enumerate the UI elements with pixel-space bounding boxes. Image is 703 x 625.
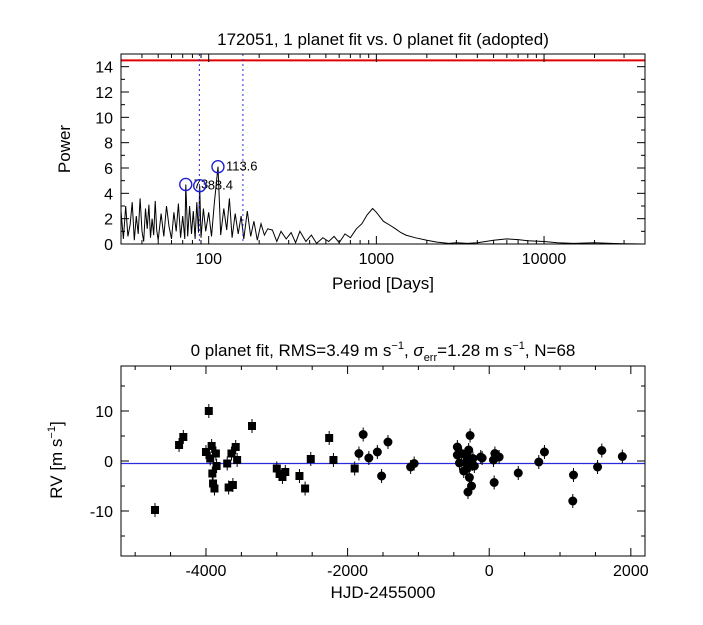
- y-tick-label: 2: [104, 212, 113, 229]
- rv-point-circle: [534, 457, 544, 467]
- peak-label: 113.6: [226, 159, 258, 174]
- x-tick-label: -2000: [327, 563, 368, 580]
- rv-point-circle: [372, 447, 382, 457]
- periodogram-ylabel: Power: [55, 125, 74, 174]
- rv-point-square: [207, 442, 216, 450]
- rv-point-circle: [617, 452, 627, 461]
- y-tick-label: 10: [95, 110, 113, 127]
- peak-marker: [179, 177, 193, 192]
- y-tick-label: 6: [104, 161, 113, 178]
- rv-point-square: [223, 459, 232, 468]
- rv-point-square: [204, 407, 213, 415]
- periodogram-title: 172051, 1 planet fit vs. 0 planet fit (a…: [217, 30, 549, 49]
- rv-panel: 0 planet fit, RMS=3.49 m s−1, σerr=1.28 …: [46, 340, 649, 602]
- y-tick-label: 8: [104, 136, 113, 153]
- rv-point-square: [329, 456, 338, 464]
- y-tick-label: 12: [95, 85, 113, 102]
- peak-marker: [211, 160, 225, 174]
- rv-title: 0 planet fit, RMS=3.49 m s−1, σerr=1.28 …: [191, 340, 576, 364]
- y-tick-label: 0: [104, 237, 113, 254]
- rv-point-square: [224, 483, 233, 492]
- rv-point-circle: [452, 450, 462, 460]
- rv-point-square: [301, 484, 310, 493]
- rv-point-circle: [597, 446, 607, 455]
- periodogram-panel: 172051, 1 planet fit vs. 0 planet fit (a…: [55, 30, 646, 293]
- rv-point-square: [179, 433, 188, 441]
- x-tick-label: 100: [195, 251, 222, 268]
- rv-point-circle: [464, 445, 474, 455]
- rv-point-circle: [383, 437, 393, 447]
- x-tick-label: 10000: [522, 251, 567, 268]
- rv-point-circle: [568, 496, 578, 506]
- rv-point-circle: [364, 453, 374, 463]
- rv-point-square: [281, 468, 290, 476]
- rv-point-square: [295, 472, 304, 480]
- rv-point-square: [248, 422, 256, 430]
- rv-point-circle: [568, 470, 578, 480]
- rv-point-square: [350, 464, 359, 473]
- rv-point-circle: [468, 454, 478, 463]
- rv-point-square: [201, 448, 210, 456]
- rv-point-square: [208, 469, 217, 478]
- rv-point-square: [175, 441, 184, 449]
- y-tick-label: 4: [104, 186, 113, 203]
- rv-point-circle: [377, 471, 387, 481]
- rv-point-square: [228, 481, 237, 489]
- rv-xlabel: HJD-2455000: [331, 583, 436, 602]
- x-tick-label: 0: [485, 563, 494, 580]
- y-tick-label: 10: [95, 404, 113, 421]
- rv-frame: [120, 365, 646, 557]
- periodogram-xlabel: Period [Days]: [332, 274, 434, 293]
- x-tick-label: -4000: [186, 563, 227, 580]
- rv-point-square: [212, 462, 221, 470]
- rv-point-square: [210, 484, 219, 493]
- rv-point-circle: [488, 455, 498, 465]
- x-tick-label: 1000: [359, 251, 395, 268]
- rv-point-square: [272, 464, 281, 473]
- rv-point-square: [211, 449, 220, 458]
- rv-point-square: [306, 455, 315, 463]
- peak-label: 88.4: [208, 178, 233, 193]
- rv-point-circle: [593, 462, 603, 472]
- rv-point-square: [209, 479, 218, 488]
- y-tick-label: -10: [90, 504, 113, 521]
- rv-point-circle: [354, 449, 364, 458]
- rv-point-circle: [459, 466, 469, 476]
- rv-point-circle: [409, 459, 419, 468]
- rv-point-circle: [469, 461, 479, 471]
- rv-point-circle: [489, 478, 499, 487]
- rv-point-square: [278, 473, 287, 481]
- peak-marker: [192, 179, 207, 193]
- rv-point-square: [233, 456, 242, 464]
- rv-point-square: [150, 506, 159, 514]
- rv-point-circle: [467, 481, 477, 491]
- x-tick-label: 2000: [613, 563, 649, 580]
- y-tick-label: 14: [95, 60, 113, 77]
- rv-point-square: [325, 434, 334, 442]
- rv-point-circle: [476, 452, 486, 462]
- rv-point-circle: [358, 430, 368, 439]
- rv-point-square: [206, 454, 215, 463]
- rv-point-circle: [513, 468, 523, 478]
- rv-point-circle: [452, 442, 462, 452]
- periodogram-frame: [120, 53, 646, 245]
- rv-point-circle: [539, 447, 549, 457]
- rv-point-square: [231, 443, 240, 451]
- rv-ylabel: RV [m s−1]: [46, 421, 66, 498]
- y-tick-label: 0: [104, 454, 113, 471]
- periodogram-line: [120, 166, 646, 245]
- rv-point-circle: [465, 431, 475, 440]
- rv-point-square: [227, 449, 236, 458]
